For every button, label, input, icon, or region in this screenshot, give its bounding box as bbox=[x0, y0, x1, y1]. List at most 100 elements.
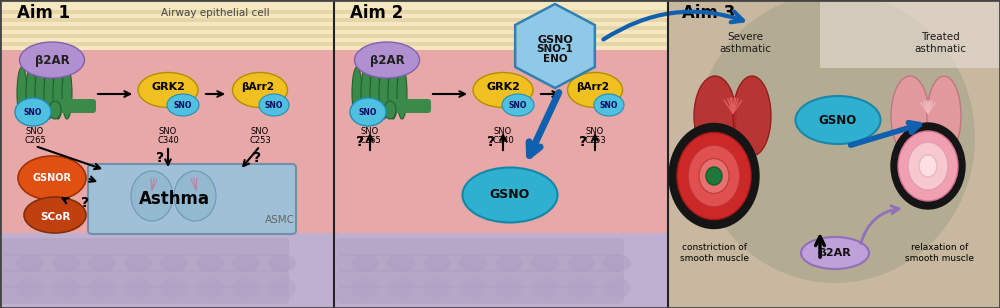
Bar bbox=[335, 0, 668, 50]
Ellipse shape bbox=[361, 67, 371, 119]
Text: SNO: SNO bbox=[600, 100, 618, 110]
Bar bbox=[0, 18, 334, 22]
Ellipse shape bbox=[268, 254, 296, 272]
Bar bbox=[669, 0, 1000, 308]
Ellipse shape bbox=[174, 171, 216, 221]
Text: ?: ? bbox=[356, 135, 364, 149]
Text: GRK2: GRK2 bbox=[486, 82, 520, 92]
Ellipse shape bbox=[18, 156, 86, 200]
Text: GSNO: GSNO bbox=[490, 188, 530, 201]
Ellipse shape bbox=[233, 72, 288, 107]
Ellipse shape bbox=[16, 254, 44, 272]
Bar bbox=[335, 233, 668, 308]
Text: β2AR: β2AR bbox=[819, 248, 851, 258]
Ellipse shape bbox=[495, 254, 523, 272]
Ellipse shape bbox=[568, 72, 622, 107]
Ellipse shape bbox=[459, 277, 487, 299]
Ellipse shape bbox=[927, 76, 961, 156]
Ellipse shape bbox=[567, 254, 595, 272]
Text: C340: C340 bbox=[157, 136, 179, 144]
Text: SNO: SNO bbox=[159, 127, 177, 136]
Ellipse shape bbox=[259, 94, 289, 116]
Ellipse shape bbox=[594, 94, 624, 116]
Ellipse shape bbox=[138, 72, 198, 107]
Text: Aim 2: Aim 2 bbox=[350, 4, 403, 22]
Ellipse shape bbox=[35, 67, 45, 119]
Bar bbox=[335, 42, 668, 46]
Text: C265: C265 bbox=[359, 136, 381, 144]
Ellipse shape bbox=[196, 254, 224, 272]
Ellipse shape bbox=[52, 254, 80, 272]
Ellipse shape bbox=[801, 237, 869, 269]
Ellipse shape bbox=[52, 277, 80, 299]
Ellipse shape bbox=[167, 94, 199, 116]
Ellipse shape bbox=[891, 123, 965, 209]
Bar bbox=[0, 0, 334, 50]
Ellipse shape bbox=[384, 101, 396, 119]
Ellipse shape bbox=[695, 0, 975, 283]
FancyBboxPatch shape bbox=[387, 99, 431, 113]
Bar bbox=[335, 34, 668, 38]
Ellipse shape bbox=[603, 277, 631, 299]
Ellipse shape bbox=[733, 76, 771, 156]
FancyBboxPatch shape bbox=[1, 270, 289, 288]
Ellipse shape bbox=[20, 42, 85, 78]
Ellipse shape bbox=[459, 254, 487, 272]
Ellipse shape bbox=[677, 132, 751, 220]
Ellipse shape bbox=[350, 98, 386, 126]
Bar bbox=[0, 10, 334, 14]
Ellipse shape bbox=[53, 67, 63, 119]
Text: ENO: ENO bbox=[543, 54, 567, 64]
Text: GSNOR: GSNOR bbox=[33, 173, 72, 183]
Ellipse shape bbox=[688, 145, 740, 207]
Ellipse shape bbox=[502, 94, 534, 116]
Ellipse shape bbox=[379, 67, 389, 119]
Bar bbox=[335, 18, 668, 22]
FancyBboxPatch shape bbox=[336, 238, 624, 256]
Ellipse shape bbox=[531, 254, 559, 272]
Text: ?: ? bbox=[579, 135, 587, 149]
FancyBboxPatch shape bbox=[1, 238, 289, 256]
Text: SNO: SNO bbox=[586, 127, 604, 136]
Ellipse shape bbox=[17, 67, 27, 119]
Text: GRK2: GRK2 bbox=[151, 82, 185, 92]
Text: βArr2: βArr2 bbox=[242, 82, 275, 92]
Text: Asthma: Asthma bbox=[139, 190, 210, 208]
Text: SNO-1: SNO-1 bbox=[537, 44, 573, 54]
Text: GSNO: GSNO bbox=[537, 35, 573, 45]
Ellipse shape bbox=[388, 67, 398, 119]
Ellipse shape bbox=[160, 277, 188, 299]
FancyBboxPatch shape bbox=[336, 254, 624, 272]
Ellipse shape bbox=[26, 67, 36, 119]
Ellipse shape bbox=[397, 67, 407, 119]
FancyBboxPatch shape bbox=[1, 254, 289, 272]
Ellipse shape bbox=[232, 277, 260, 299]
Ellipse shape bbox=[124, 254, 152, 272]
Text: Treated
asthmatic: Treated asthmatic bbox=[914, 32, 966, 54]
Text: β2AR: β2AR bbox=[35, 54, 69, 67]
Ellipse shape bbox=[351, 277, 379, 299]
Ellipse shape bbox=[88, 277, 116, 299]
Ellipse shape bbox=[196, 277, 224, 299]
Ellipse shape bbox=[62, 67, 72, 119]
Ellipse shape bbox=[387, 254, 415, 272]
Ellipse shape bbox=[15, 98, 51, 126]
Ellipse shape bbox=[44, 67, 54, 119]
Text: C340: C340 bbox=[492, 136, 514, 144]
Ellipse shape bbox=[131, 171, 173, 221]
Ellipse shape bbox=[891, 76, 929, 156]
Text: GSNO: GSNO bbox=[819, 114, 857, 127]
Ellipse shape bbox=[370, 67, 380, 119]
Ellipse shape bbox=[919, 155, 937, 177]
Text: C253: C253 bbox=[584, 136, 606, 144]
Ellipse shape bbox=[706, 167, 722, 185]
Ellipse shape bbox=[423, 254, 451, 272]
Ellipse shape bbox=[88, 254, 116, 272]
Ellipse shape bbox=[49, 101, 61, 119]
Ellipse shape bbox=[603, 254, 631, 272]
Ellipse shape bbox=[24, 197, 86, 233]
Ellipse shape bbox=[16, 277, 44, 299]
Text: SNO: SNO bbox=[174, 100, 192, 110]
Text: constriction of
smooth muscle: constriction of smooth muscle bbox=[680, 243, 748, 263]
Text: SNO: SNO bbox=[265, 100, 283, 110]
